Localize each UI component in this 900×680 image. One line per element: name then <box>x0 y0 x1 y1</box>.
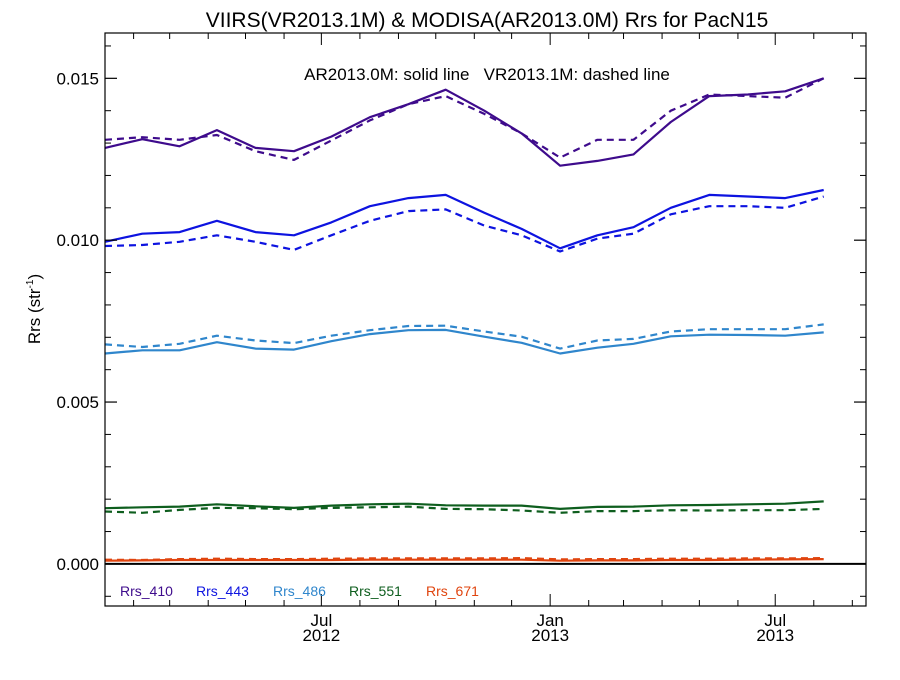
series-line-rrs-551-dashed <box>104 505 824 514</box>
series-line-rrs-671-dashed <box>104 556 824 562</box>
y-tick-label: 0.005 <box>56 393 99 412</box>
series-line-rrs-410-solid <box>104 77 825 167</box>
y-axis-label-close: ) <box>25 274 44 280</box>
series-line-rrs-486-dashed <box>104 323 824 350</box>
series-line-rrs-443-dashed <box>104 195 825 253</box>
legend-item-rrs-410: Rrs_410 <box>120 583 173 599</box>
plot-lines <box>104 77 825 562</box>
y-tick-label: 0.015 <box>56 69 99 88</box>
y-axis-label-superscript: -1 <box>25 279 36 288</box>
chart-title: VIIRS(VR2013.1M) & MODISA(AR2013.0M) Rrs… <box>206 9 769 32</box>
series-line-rrs-551-solid <box>104 500 824 510</box>
legend-item-rrs-486: Rrs_486 <box>273 583 326 599</box>
y-axis-label-text: Rrs (str <box>25 288 44 344</box>
y-tick-label: 0.000 <box>56 555 99 574</box>
series-line-rrs-443-solid <box>104 188 824 250</box>
series-line-rrs-671-solid <box>104 558 824 562</box>
legend-item-rrs-671: Rrs_671 <box>426 583 479 599</box>
x-tick-label: Jul <box>310 611 332 630</box>
legend-item-rrs-443: Rrs_443 <box>196 583 249 599</box>
x-tick-label: Jul <box>764 611 786 630</box>
series-line-rrs-410-dashed <box>104 77 825 161</box>
plot-frame <box>104 32 867 607</box>
series-line-rrs-486-solid <box>104 328 824 355</box>
line-style-annotation: AR2013.0M: solid line VR2013.1M: dashed … <box>304 65 670 84</box>
x-tick-label: Jan <box>536 611 563 630</box>
x-tick-year-label: 2012 <box>302 626 340 645</box>
x-tick-year-label: 2013 <box>756 626 794 645</box>
y-tick-label: 0.010 <box>56 231 99 250</box>
legend-item-rrs-551: Rrs_551 <box>349 583 402 599</box>
axes: 0.0000.0050.0100.015Jul2012Jan2013Jul201… <box>56 32 867 645</box>
y-axis-label: Rrs (str-1) <box>25 274 44 344</box>
x-tick-year-label: 2013 <box>531 626 569 645</box>
legend: Rrs_410 Rrs_443 Rrs_486 Rrs_551 Rrs_671 <box>120 583 479 599</box>
